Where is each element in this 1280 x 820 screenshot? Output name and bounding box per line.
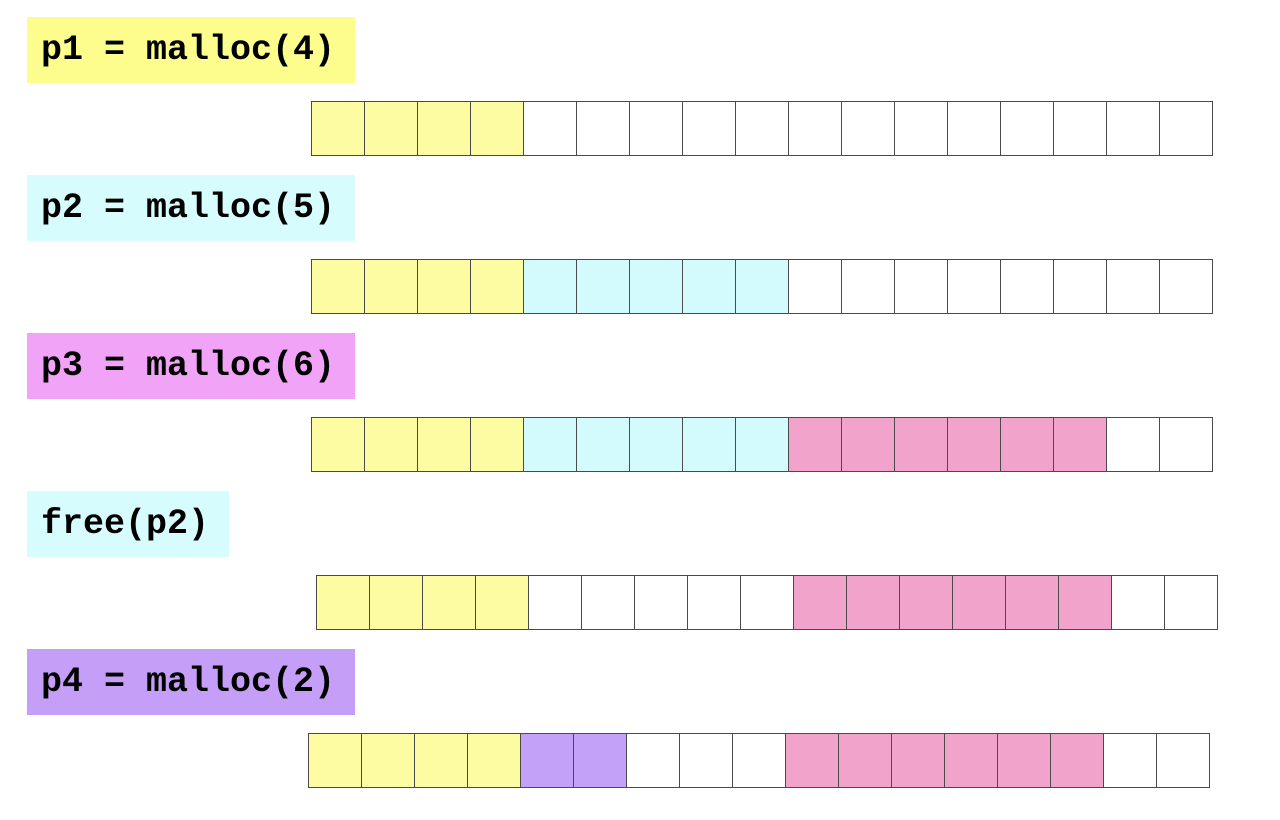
heap-cell-free <box>735 101 789 156</box>
heap-cell-free <box>629 101 683 156</box>
heap-cell-p1 <box>311 259 365 314</box>
heap-cell-p1 <box>417 259 471 314</box>
heap-cell-p3 <box>899 575 953 630</box>
heap-cell-free <box>740 575 794 630</box>
heap-cell-p1 <box>417 417 471 472</box>
heap-cell-free <box>1159 259 1213 314</box>
heap-cell-p1 <box>364 101 418 156</box>
heap-cell-p1 <box>470 259 524 314</box>
heap-cell-free <box>1000 259 1054 314</box>
heap-cell-p3 <box>846 575 900 630</box>
heap-cell-free <box>1103 733 1157 788</box>
heap-cell-free <box>1106 417 1160 472</box>
heap-cell-p2 <box>629 259 683 314</box>
step-5-heap <box>308 733 1210 788</box>
heap-cell-free <box>576 101 630 156</box>
heap-cell-p2 <box>523 259 577 314</box>
heap-cell-p1 <box>470 101 524 156</box>
heap-cell-p3 <box>894 417 948 472</box>
heap-cell-p1 <box>475 575 529 630</box>
heap-cell-free <box>1156 733 1210 788</box>
heap-cell-p3 <box>944 733 998 788</box>
heap-cell-p2 <box>523 417 577 472</box>
heap-cell-free <box>1159 417 1213 472</box>
heap-cell-p1 <box>311 101 365 156</box>
heap-cell-free <box>894 101 948 156</box>
heap-cell-p2 <box>682 417 736 472</box>
heap-cell-p3 <box>952 575 1006 630</box>
heap-cell-p1 <box>364 259 418 314</box>
heap-cell-free <box>841 101 895 156</box>
step-5-label: p4 = malloc(2) <box>27 649 356 715</box>
heap-cell-p2 <box>735 417 789 472</box>
heap-cell-p4 <box>573 733 627 788</box>
heap-cell-free <box>687 575 741 630</box>
heap-cell-free <box>947 259 1001 314</box>
heap-cell-p3 <box>785 733 839 788</box>
heap-cell-p1 <box>417 101 471 156</box>
step-3-label: p3 = malloc(6) <box>27 333 356 399</box>
heap-cell-free <box>1111 575 1165 630</box>
heap-cell-p2 <box>629 417 683 472</box>
heap-cell-p3 <box>1058 575 1112 630</box>
heap-cell-p3 <box>793 575 847 630</box>
heap-cell-p3 <box>891 733 945 788</box>
heap-cell-free <box>947 101 1001 156</box>
heap-cell-p3 <box>841 417 895 472</box>
heap-cell-free <box>528 575 582 630</box>
heap-cell-free <box>1000 101 1054 156</box>
heap-cell-p1 <box>470 417 524 472</box>
step-2-heap <box>311 259 1213 314</box>
heap-cell-p3 <box>1053 417 1107 472</box>
step-3-heap <box>311 417 1213 472</box>
step-4-heap <box>316 575 1218 630</box>
heap-cell-free <box>894 259 948 314</box>
heap-cell-p1 <box>467 733 521 788</box>
heap-cell-p1 <box>422 575 476 630</box>
heap-cell-p1 <box>361 733 415 788</box>
heap-cell-p1 <box>311 417 365 472</box>
heap-cell-p3 <box>947 417 1001 472</box>
heap-cell-free <box>841 259 895 314</box>
heap-cell-free <box>634 575 688 630</box>
heap-cell-p1 <box>308 733 362 788</box>
heap-cell-p1 <box>369 575 423 630</box>
heap-cell-p3 <box>997 733 1051 788</box>
heap-cell-free <box>682 101 736 156</box>
step-1-label: p1 = malloc(4) <box>27 17 356 83</box>
heap-cell-free <box>523 101 577 156</box>
heap-cell-p1 <box>364 417 418 472</box>
heap-cell-free <box>788 259 842 314</box>
heap-cell-free <box>788 101 842 156</box>
heap-cell-free <box>1053 259 1107 314</box>
heap-cell-p4 <box>520 733 574 788</box>
heap-cell-p3 <box>1005 575 1059 630</box>
heap-cell-p3 <box>788 417 842 472</box>
heap-cell-p2 <box>735 259 789 314</box>
heap-cell-p3 <box>1000 417 1054 472</box>
heap-cell-free <box>679 733 733 788</box>
step-1-heap <box>311 101 1213 156</box>
heap-cell-p1 <box>316 575 370 630</box>
heap-cell-free <box>581 575 635 630</box>
heap-cell-free <box>1159 101 1213 156</box>
heap-cell-p2 <box>576 417 630 472</box>
step-2-label: p2 = malloc(5) <box>27 175 356 241</box>
heap-cell-p3 <box>1050 733 1104 788</box>
heap-cell-free <box>1106 259 1160 314</box>
heap-cell-p3 <box>838 733 892 788</box>
heap-cell-p1 <box>414 733 468 788</box>
heap-cell-free <box>626 733 680 788</box>
heap-cell-p2 <box>576 259 630 314</box>
heap-cell-free <box>732 733 786 788</box>
heap-cell-free <box>1053 101 1107 156</box>
step-4-label: free(p2) <box>27 491 230 557</box>
heap-cell-free <box>1106 101 1160 156</box>
heap-cell-p2 <box>682 259 736 314</box>
heap-cell-free <box>1164 575 1218 630</box>
